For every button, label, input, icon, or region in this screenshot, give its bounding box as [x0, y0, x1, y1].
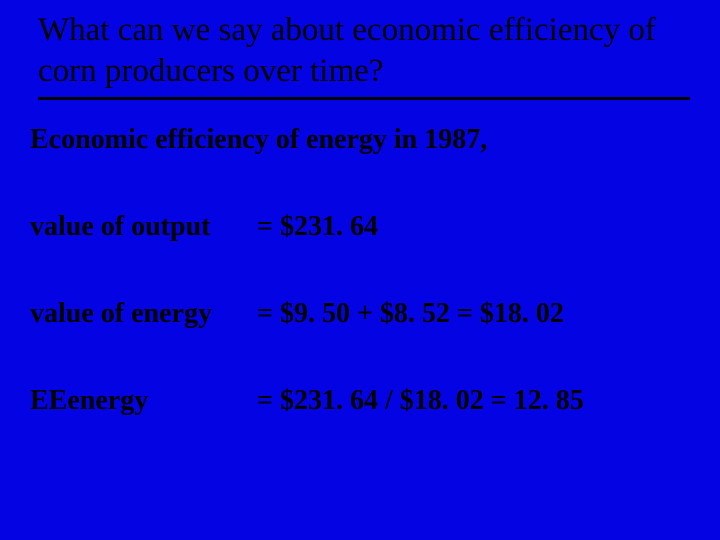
spacer: [30, 331, 690, 383]
body-line-4: EEenergy = $231. 64 / $18. 02 = 12. 85: [30, 383, 690, 418]
title-container: What can we say about economic efficienc…: [0, 0, 720, 93]
slide-title: What can we say about economic efficienc…: [38, 10, 690, 93]
body-line-1: Economic efficiency of energy in 1987,: [30, 122, 690, 157]
line4-label: EEenergy: [30, 383, 250, 418]
line3-label: value of energy: [30, 296, 250, 331]
spacer: [30, 157, 690, 209]
line3-value: = $9. 50 + $8. 52 = $18. 02: [257, 296, 564, 331]
line4-value: = $231. 64 / $18. 02 = 12. 85: [257, 383, 584, 418]
slide-body: Economic efficiency of energy in 1987, v…: [0, 100, 720, 418]
body-line-3: value of energy = $9. 50 + $8. 52 = $18.…: [30, 296, 690, 331]
slide: What can we say about economic efficienc…: [0, 0, 720, 540]
spacer: [30, 244, 690, 296]
line2-value: = $231. 64: [257, 209, 378, 244]
line2-label: value of output: [30, 209, 250, 244]
body-line-2: value of output = $231. 64: [30, 209, 690, 244]
